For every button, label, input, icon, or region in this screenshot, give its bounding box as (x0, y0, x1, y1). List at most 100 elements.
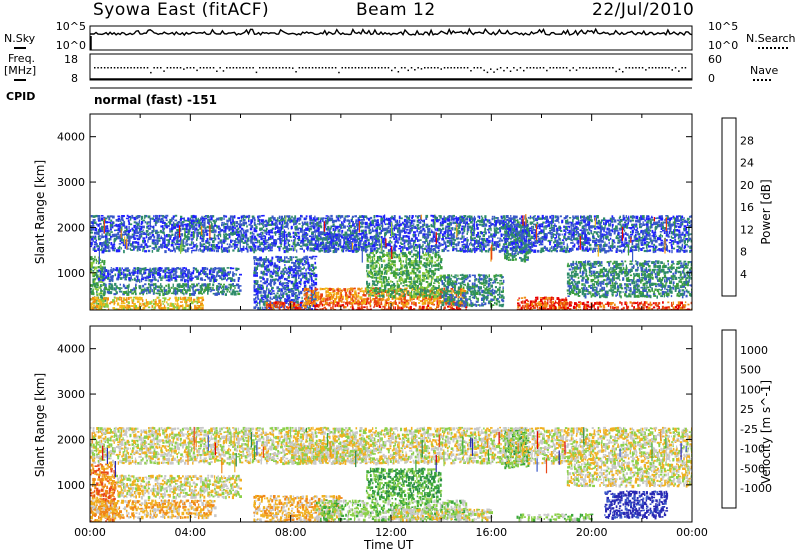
power-cell (369, 296, 371, 300)
power-cell (610, 273, 613, 277)
power-cell (398, 293, 401, 296)
nave-point (120, 67, 122, 69)
power-cell (524, 300, 527, 304)
nave-point (625, 67, 627, 69)
power-cell (597, 276, 599, 279)
power-cell (272, 278, 276, 281)
power-cell (305, 268, 307, 272)
power-cell (334, 235, 337, 239)
power-cell (321, 297, 324, 302)
power-cell (312, 274, 316, 277)
power-cell (178, 308, 180, 310)
power-cell (602, 280, 605, 284)
power-cell (532, 300, 535, 304)
power-cell (377, 295, 380, 297)
power-cell (112, 299, 115, 303)
power-cell (412, 268, 415, 271)
power-cell (677, 304, 680, 307)
power-cell (486, 286, 489, 288)
power-cell (163, 221, 166, 224)
power-cell (450, 294, 453, 297)
power-cell (167, 289, 170, 293)
power-cell (596, 262, 598, 266)
power-cell (444, 280, 447, 283)
power-cell (311, 278, 313, 282)
power-cell (169, 302, 173, 306)
power-cell (466, 304, 469, 307)
power-cell (471, 284, 474, 288)
power-cell (227, 277, 229, 280)
power-cell (647, 281, 651, 284)
power-cell (99, 249, 102, 251)
power-cell (332, 237, 335, 240)
power-cell (317, 295, 321, 298)
power-cell (599, 268, 603, 272)
power-cell (307, 287, 310, 291)
power-cell (109, 287, 113, 290)
power-cell (151, 279, 154, 282)
power-cell (458, 282, 460, 284)
power-cell (457, 306, 460, 309)
power-cell (209, 279, 212, 282)
n-sky-legend-line (14, 47, 26, 49)
power-cell (494, 286, 497, 289)
power-cell (159, 275, 162, 278)
power-cell (172, 276, 176, 279)
power-cell (443, 276, 446, 279)
power-cell (287, 288, 291, 291)
power-cell (162, 229, 165, 232)
power-cell (201, 267, 204, 270)
power-cell (391, 286, 394, 290)
power-cell (357, 306, 360, 309)
power-cell (287, 300, 290, 302)
power-cell (412, 280, 415, 283)
power-cell (155, 298, 157, 301)
power-cell (234, 287, 236, 289)
power-cell (154, 239, 158, 242)
power-cell (422, 288, 424, 293)
power-cell (131, 245, 134, 248)
nave-point (437, 67, 439, 69)
power-cell (615, 260, 618, 265)
power-cell (106, 229, 109, 233)
power-cell (293, 290, 295, 293)
power-cell (393, 264, 396, 267)
power-cell (678, 260, 682, 263)
power-cell (346, 294, 348, 297)
power-cell (525, 230, 529, 232)
power-cell (481, 274, 483, 276)
power-cell (379, 263, 381, 267)
power-cell (447, 297, 449, 302)
power-cell (568, 268, 572, 271)
power-cell (158, 285, 160, 289)
power-cell (109, 273, 112, 276)
power-cell (566, 272, 570, 276)
power-cell (192, 267, 195, 270)
power-cell (323, 297, 325, 301)
power-cell (394, 268, 398, 272)
power-cell (414, 257, 417, 261)
power-cell (158, 267, 162, 271)
nave-point (298, 67, 301, 69)
power-cell (452, 286, 455, 288)
power-cell (154, 278, 157, 281)
power-cell (90, 256, 93, 260)
power-cell (99, 304, 102, 309)
power-cell (491, 304, 495, 306)
power-cell (180, 275, 183, 279)
nave-point (397, 71, 400, 73)
power-cell (374, 276, 376, 279)
power-cell (547, 308, 550, 310)
power-cell (185, 300, 188, 304)
power-cell (138, 219, 141, 223)
power-cell (339, 291, 342, 294)
power-cell (624, 283, 626, 286)
power-cell (207, 291, 209, 295)
power-cell (443, 306, 446, 309)
power-cell (103, 216, 106, 219)
power-cell (314, 287, 317, 291)
power-cell (235, 273, 237, 276)
power-cell (137, 215, 140, 219)
power-cell (423, 253, 426, 257)
power-cell (269, 303, 272, 306)
